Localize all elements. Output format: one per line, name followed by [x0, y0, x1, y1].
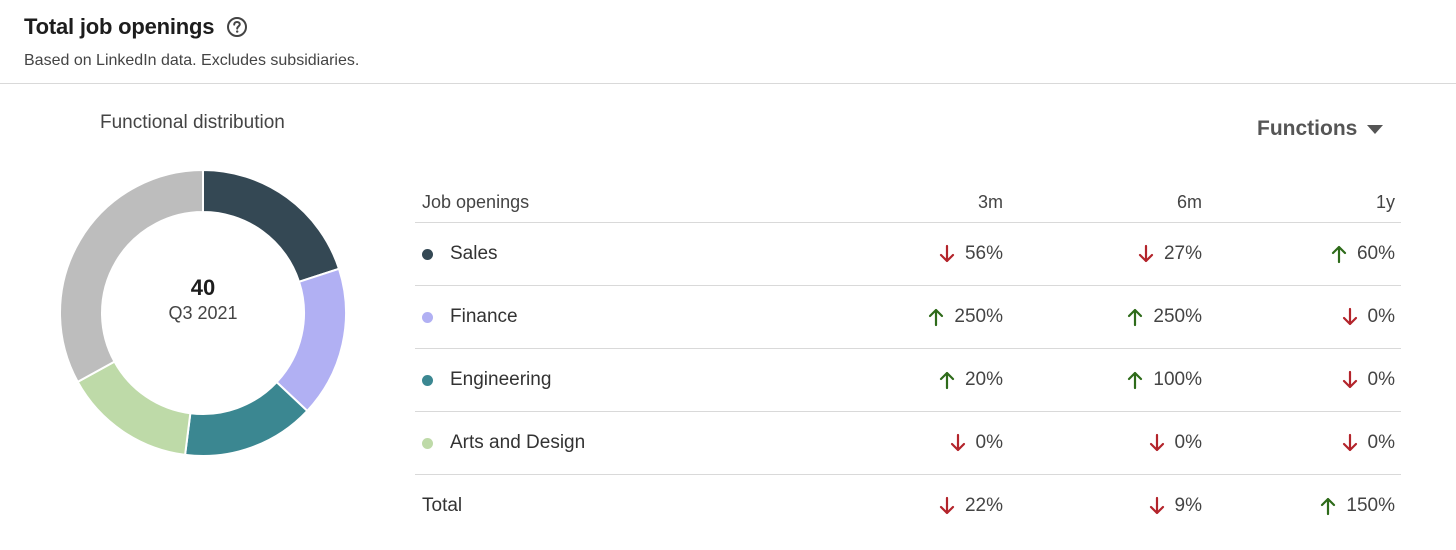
row-name-cell: Sales	[422, 223, 498, 285]
title-row: Total job openings	[24, 14, 248, 40]
table-row: Finance 250% 250% 0%	[415, 286, 1401, 349]
change-value: 0%	[1367, 432, 1395, 453]
page-title: Total job openings	[24, 14, 215, 39]
arrow-down-icon	[1342, 370, 1357, 389]
change-value: 250%	[954, 306, 1003, 327]
row-name-cell: Engineering	[422, 349, 551, 411]
change-value: 22%	[964, 495, 1003, 516]
arrow-down-icon	[1342, 433, 1357, 452]
header-6m: 6m	[1176, 191, 1202, 212]
arrow-down-icon	[1138, 244, 1154, 263]
page-subtitle: Based on LinkedIn data. Excludes subsidi…	[24, 52, 360, 69]
arrow-up-icon	[1321, 497, 1336, 516]
cell-6m: 0%	[1149, 412, 1202, 474]
cell-3m: 22%	[939, 475, 1003, 537]
row-label: Sales	[450, 243, 498, 264]
cell-3m: 20%	[939, 349, 1003, 411]
change-value: 0%	[1174, 432, 1202, 453]
caret-down-icon	[1367, 124, 1384, 134]
header-1y: 1y	[1375, 191, 1395, 212]
row-name-cell: Finance	[422, 286, 518, 348]
header-job-openings: Job openings	[422, 191, 530, 212]
cell-6m: 250%	[1127, 286, 1202, 348]
table-header-row: Job openings 3m 6m 1y	[415, 182, 1401, 223]
row-label: Engineering	[450, 369, 552, 390]
cell-3m: 250%	[928, 286, 1003, 348]
chart-title: Functional distribution	[100, 112, 285, 133]
arrow-up-icon	[1128, 308, 1143, 327]
help-icon[interactable]	[226, 16, 248, 38]
arrow-up-icon	[939, 371, 955, 390]
donut-value: 40	[190, 275, 216, 300]
change-value: 100%	[1153, 369, 1202, 390]
donut-slice-arts-and-design[interactable]	[76, 360, 192, 456]
row-label: Total	[422, 495, 463, 516]
row-name-cell: Arts and Design	[422, 412, 585, 474]
change-value: 250%	[1153, 306, 1202, 327]
cell-6m: 9%	[1149, 475, 1202, 537]
arrow-down-icon	[1149, 496, 1164, 515]
legend-dot	[422, 437, 433, 449]
arrow-down-icon	[1149, 433, 1164, 452]
donut-center: 40 Q3 2021	[58, 275, 348, 325]
donut-slice-other[interactable]	[59, 168, 204, 384]
cell-1y: 60%	[1331, 223, 1395, 285]
arrow-down-icon	[939, 244, 955, 263]
cell-6m: 27%	[1138, 223, 1202, 285]
header-divider	[0, 83, 1456, 84]
donut-period: Q3 2021	[168, 303, 238, 323]
cell-1y: 150%	[1320, 475, 1395, 537]
table-row: Engineering 20% 100% 0%	[415, 349, 1401, 412]
row-label: Arts and Design	[450, 432, 586, 453]
donut-svg	[59, 168, 347, 457]
change-value: 0%	[1367, 306, 1395, 327]
row-name-cell: Total	[422, 475, 462, 537]
donut-slice-sales[interactable]	[202, 168, 341, 284]
cell-3m: 56%	[939, 223, 1003, 285]
cell-1y: 0%	[1342, 349, 1395, 411]
change-value: 20%	[964, 369, 1003, 390]
change-value: 56%	[964, 243, 1003, 264]
arrow-up-icon	[1128, 371, 1143, 390]
arrow-down-icon	[1342, 307, 1357, 326]
arrow-up-icon	[929, 308, 944, 327]
donut-slice-engineering[interactable]	[183, 380, 309, 457]
change-value: 9%	[1174, 495, 1202, 516]
job-openings-table: Job openings 3m 6m 1y Sales 56% 27% 60% Fina…	[415, 182, 1401, 537]
change-value: 0%	[975, 432, 1003, 453]
functions-dropdown-label: Functions	[1257, 117, 1358, 140]
change-value: 27%	[1163, 243, 1202, 264]
cell-6m: 100%	[1127, 349, 1202, 411]
arrow-up-icon	[1331, 245, 1347, 264]
functions-dropdown[interactable]: Functions	[1257, 117, 1384, 141]
change-value: 60%	[1356, 243, 1395, 264]
header-3m: 3m	[977, 191, 1003, 212]
row-label: Finance	[450, 306, 518, 327]
card-header: Total job openings Based on LinkedIn dat…	[0, 0, 1456, 84]
change-value: 0%	[1367, 369, 1395, 390]
arrow-down-icon	[950, 433, 965, 452]
cell-1y: 0%	[1342, 286, 1395, 348]
arrow-down-icon	[939, 496, 955, 515]
legend-dot	[422, 248, 433, 260]
table-row: Sales 56% 27% 60%	[415, 223, 1401, 286]
table-row: Arts and Design 0% 0% 0%	[415, 412, 1401, 475]
cell-3m: 0%	[950, 412, 1003, 474]
legend-dot	[422, 374, 433, 386]
legend-dot	[422, 311, 433, 323]
cell-1y: 0%	[1342, 412, 1395, 474]
table-total-row: Total 22% 9% 150%	[415, 475, 1401, 537]
change-value: 150%	[1346, 495, 1395, 516]
donut-chart	[58, 168, 348, 458]
